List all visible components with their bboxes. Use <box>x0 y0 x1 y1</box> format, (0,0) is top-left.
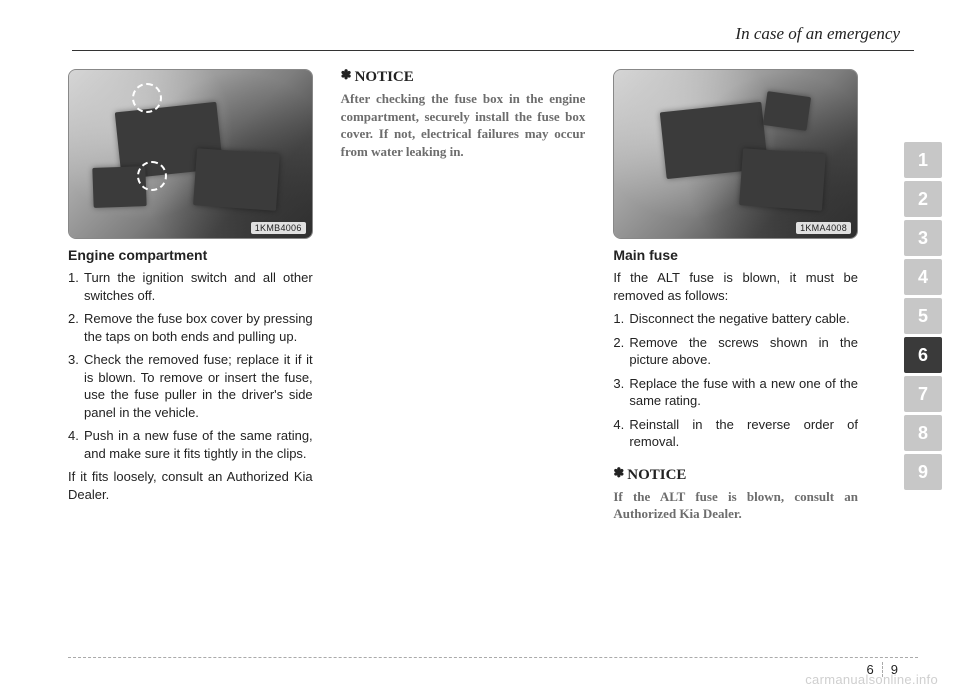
step-item: 3.Replace the fuse with a new one of the… <box>613 375 858 410</box>
step-item: 3.Check the removed fuse; replace it if … <box>68 351 313 421</box>
step-item: 2.Remove the fuse box cover by pressing … <box>68 310 313 345</box>
tab-4[interactable]: 4 <box>904 259 942 295</box>
step-item: 1.Disconnect the negative battery cable. <box>613 310 858 328</box>
intro-text: If the ALT fuse is blown, it must be rem… <box>613 269 858 304</box>
watermark: carmanualsonline.info <box>805 672 938 687</box>
step-text: Turn the ignition switch and all other s… <box>84 269 313 304</box>
manual-page: In case of an emergency 1KMB4006 Engine … <box>0 0 960 689</box>
tab-5[interactable]: 5 <box>904 298 942 334</box>
steps-engine-compartment: 1.Turn the ignition switch and all other… <box>68 269 313 462</box>
step-text: Disconnect the negative battery cable. <box>629 310 858 328</box>
step-text: Remove the fuse box cover by pressing th… <box>84 310 313 345</box>
column-2: ✽NOTICE After checking the fuse box in t… <box>341 69 586 523</box>
column-3: 1KMA4008 Main fuse If the ALT fuse is bl… <box>613 69 858 523</box>
notice-label: NOTICE <box>355 69 414 85</box>
notice-body: If the ALT fuse is blown, consult an Aut… <box>613 488 858 523</box>
step-text: Replace the fuse with a new one of the s… <box>629 375 858 410</box>
photo-label: 1KMB4006 <box>251 222 306 234</box>
step-item: 4.Push in a new fuse of the same rating,… <box>68 427 313 462</box>
notice-label: NOTICE <box>627 467 686 483</box>
notice-heading: ✽NOTICE <box>613 467 858 484</box>
tab-2[interactable]: 2 <box>904 181 942 217</box>
step-text: Check the removed fuse; replace it if it… <box>84 351 313 421</box>
tab-3[interactable]: 3 <box>904 220 942 256</box>
notice-heading: ✽NOTICE <box>341 69 586 86</box>
tab-9[interactable]: 9 <box>904 454 942 490</box>
tab-1[interactable]: 1 <box>904 142 942 178</box>
footer: 6 9 <box>68 657 918 677</box>
header-rule <box>72 50 914 51</box>
step-item: 2.Remove the screws shown in the picture… <box>613 334 858 369</box>
heading-main-fuse: Main fuse <box>613 247 858 263</box>
step-item: 1.Turn the ignition switch and all other… <box>68 269 313 304</box>
photo-label: 1KMA4008 <box>796 222 851 234</box>
step-text: Remove the screws shown in the picture a… <box>629 334 858 369</box>
step-item: 4.Reinstall in the reverse order of remo… <box>613 416 858 451</box>
tab-8[interactable]: 8 <box>904 415 942 451</box>
photo-engine-compartment: 1KMB4006 <box>68 69 313 239</box>
column-1: 1KMB4006 Engine compartment 1.Turn the i… <box>68 69 313 523</box>
heading-engine-compartment: Engine compartment <box>68 247 313 263</box>
steps-main-fuse: 1.Disconnect the negative battery cable.… <box>613 310 858 451</box>
step-text: Push in a new fuse of the same rating, a… <box>84 427 313 462</box>
step-text: Reinstall in the reverse order of remova… <box>629 416 858 451</box>
tail-text: If it fits loosely, consult an Authorize… <box>68 468 313 503</box>
photo-main-fuse: 1KMA4008 <box>613 69 858 239</box>
notice-body: After checking the fuse box in the engin… <box>341 90 586 160</box>
section-tabs: 1 2 3 4 5 6 7 8 9 <box>904 142 942 490</box>
tab-6[interactable]: 6 <box>904 337 942 373</box>
tab-7[interactable]: 7 <box>904 376 942 412</box>
header-title: In case of an emergency <box>68 24 918 50</box>
content-columns: 1KMB4006 Engine compartment 1.Turn the i… <box>68 69 918 523</box>
